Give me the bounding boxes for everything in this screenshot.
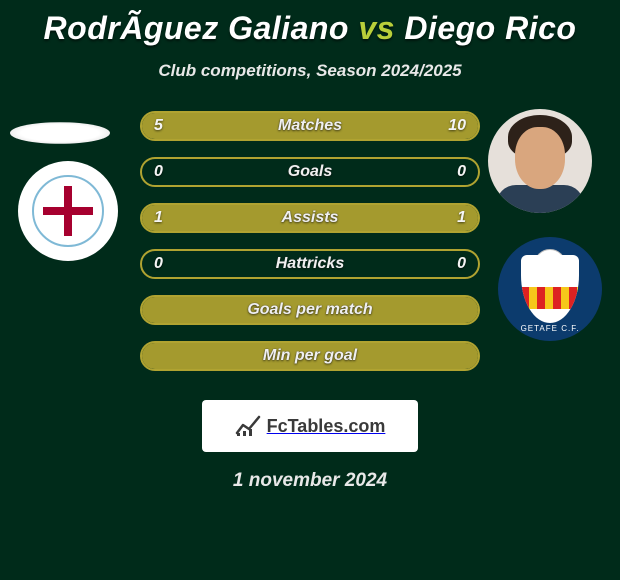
player2-name: Diego Rico [404,10,576,46]
stat-val-right: 0 [457,251,466,277]
stat-row-assists: 1 Assists 1 [140,203,480,233]
stat-val-left: 5 [154,113,163,139]
stat-label: Matches [142,113,478,139]
player1-name: RodrÃ­guez Galiano [44,10,349,46]
brand-icon [235,415,261,437]
comparison-title: RodrÃ­guez Galiano vs Diego Rico [0,0,620,47]
stat-label: Assists [142,205,478,231]
player1-club-badge [18,161,118,261]
subtitle: Club competitions, Season 2024/2025 [0,61,620,81]
date: 1 november 2024 [0,470,620,492]
stat-val-right: 1 [457,205,466,231]
stat-label: Min per goal [142,343,478,369]
stat-bars: 5 Matches 10 0 Goals 0 1 Assists 1 0 Hat… [140,111,480,387]
stat-row-goals: 0 Goals 0 [140,157,480,187]
stat-label: Goals per match [142,297,478,323]
stat-val-right: 0 [457,159,466,185]
stat-label: Hattricks [142,251,478,277]
stat-row-mpg: Min per goal [140,341,480,371]
player2-club-name: GETAFE C.F. [498,324,602,333]
stat-val-left: 0 [154,251,163,277]
comparison-stage: GETAFE C.F. 5 Matches 10 0 Goals 0 1 Ass… [0,101,620,531]
brand-link[interactable]: FcTables.com [202,400,418,452]
player2-avatar [488,109,592,213]
stat-val-right: 10 [448,113,466,139]
stat-row-matches: 5 Matches 10 [140,111,480,141]
stat-label: Goals [142,159,478,185]
vs-text: vs [358,10,395,46]
stat-val-left: 1 [154,205,163,231]
stat-row-gpm: Goals per match [140,295,480,325]
brand-text: FcTables.com [267,416,386,437]
player1-avatar [10,122,110,144]
stat-row-hattricks: 0 Hattricks 0 [140,249,480,279]
player2-club-badge: GETAFE C.F. [498,237,602,341]
stat-val-left: 0 [154,159,163,185]
